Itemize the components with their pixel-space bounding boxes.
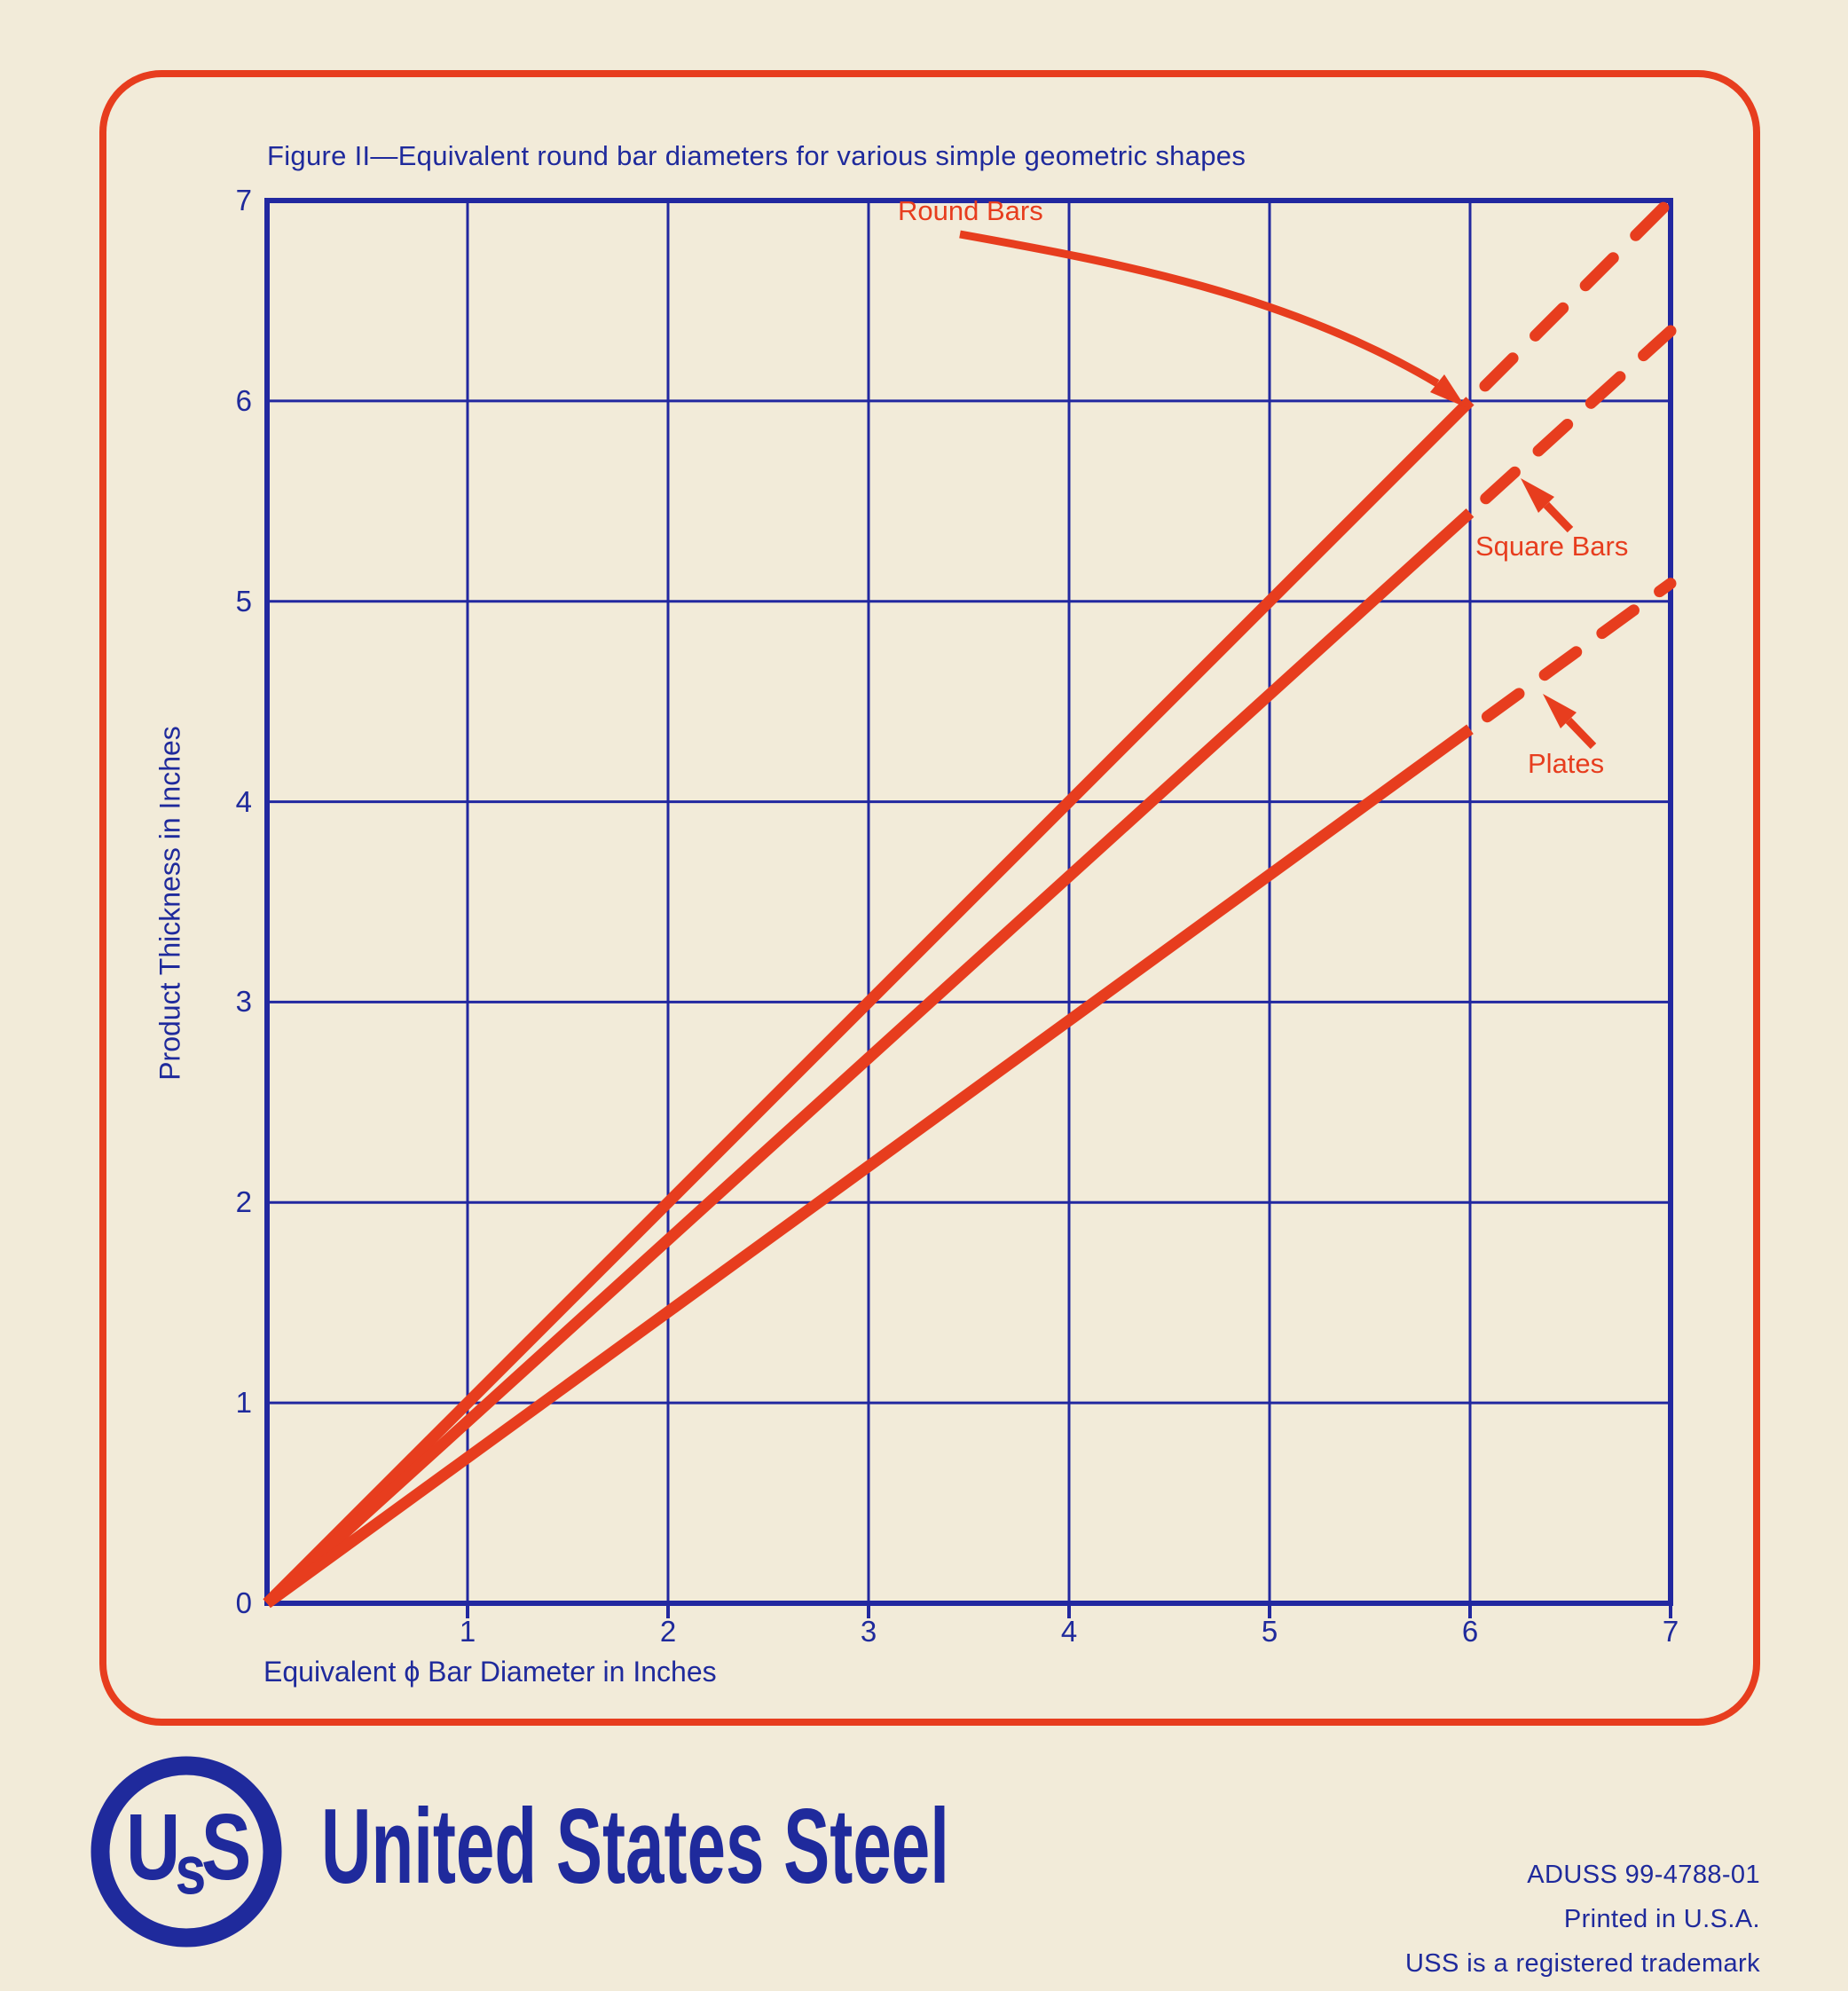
uss-logo-ring xyxy=(90,1756,282,1948)
printed-in-usa: Printed in U.S.A. xyxy=(1563,1905,1760,1933)
axis-ticks xyxy=(466,1606,1672,1618)
square-bars-arrow xyxy=(1521,478,1574,533)
logo-letter-s: s xyxy=(175,1830,207,1908)
footer-imprint: ADUSS 99-4788-01 Printed in U.S.A. USS i… xyxy=(1405,1853,1760,1986)
line-square-bars-dashed xyxy=(1464,325,1677,519)
x-tick-label: 7 xyxy=(1662,1615,1679,1648)
y-tick-label: 6 xyxy=(235,383,252,417)
y-axis-title: Product Thickness in Inches xyxy=(153,726,186,1081)
line-plates-dashed xyxy=(1464,578,1677,736)
y-tick-label: 3 xyxy=(235,985,252,1019)
x-tick-label: 6 xyxy=(1461,1615,1479,1648)
x-tick-label: 2 xyxy=(659,1615,677,1648)
y-tick-label: 4 xyxy=(235,784,252,818)
y-tick-label: 5 xyxy=(235,584,252,618)
company-wordmark: United States Steel xyxy=(321,1787,949,1906)
x-tick-label: 1 xyxy=(459,1615,476,1648)
y-tick-label: 0 xyxy=(235,1586,252,1619)
series-label-square-bars: Square Bars xyxy=(1475,531,1629,562)
x-tick-label: 3 xyxy=(860,1615,877,1648)
y-tick-label: 2 xyxy=(235,1185,252,1219)
uss-logo-letters: UsS xyxy=(91,1756,281,1948)
y-tick-label: 7 xyxy=(235,184,252,216)
x-tick-label: 5 xyxy=(1261,1615,1278,1648)
doc-code: ADUSS 99-4788-01 xyxy=(1527,1861,1760,1889)
line-plates-solid xyxy=(263,724,1474,1609)
plot-frame xyxy=(264,198,1673,1606)
x-axis-title: Equivalent ϕ Bar Diameter in Inches xyxy=(263,1656,717,1688)
grid xyxy=(264,198,1673,1606)
logo-letter-u: U xyxy=(126,1794,180,1900)
line-round-bars-solid xyxy=(263,397,1474,1608)
red-rounded-border xyxy=(99,70,1760,1726)
logo-letter-s2: S xyxy=(201,1794,252,1900)
plates-arrow xyxy=(1543,694,1597,750)
series-label-round-bars: Round Bars xyxy=(898,195,1043,226)
y-tick-label: 1 xyxy=(235,1386,252,1420)
figure-title: Figure II—Equivalent round bar diameters… xyxy=(267,140,1246,171)
data-lines xyxy=(263,194,1677,1609)
x-tick-label: 4 xyxy=(1060,1615,1078,1648)
trademark-note: USS is a registered trademark xyxy=(1404,1949,1760,1978)
line-round-bars-dashed xyxy=(1464,194,1677,407)
series-label-plates: Plates xyxy=(1528,748,1605,779)
round-bars-arrow xyxy=(959,230,1466,407)
line-square-bars-solid xyxy=(263,508,1474,1608)
